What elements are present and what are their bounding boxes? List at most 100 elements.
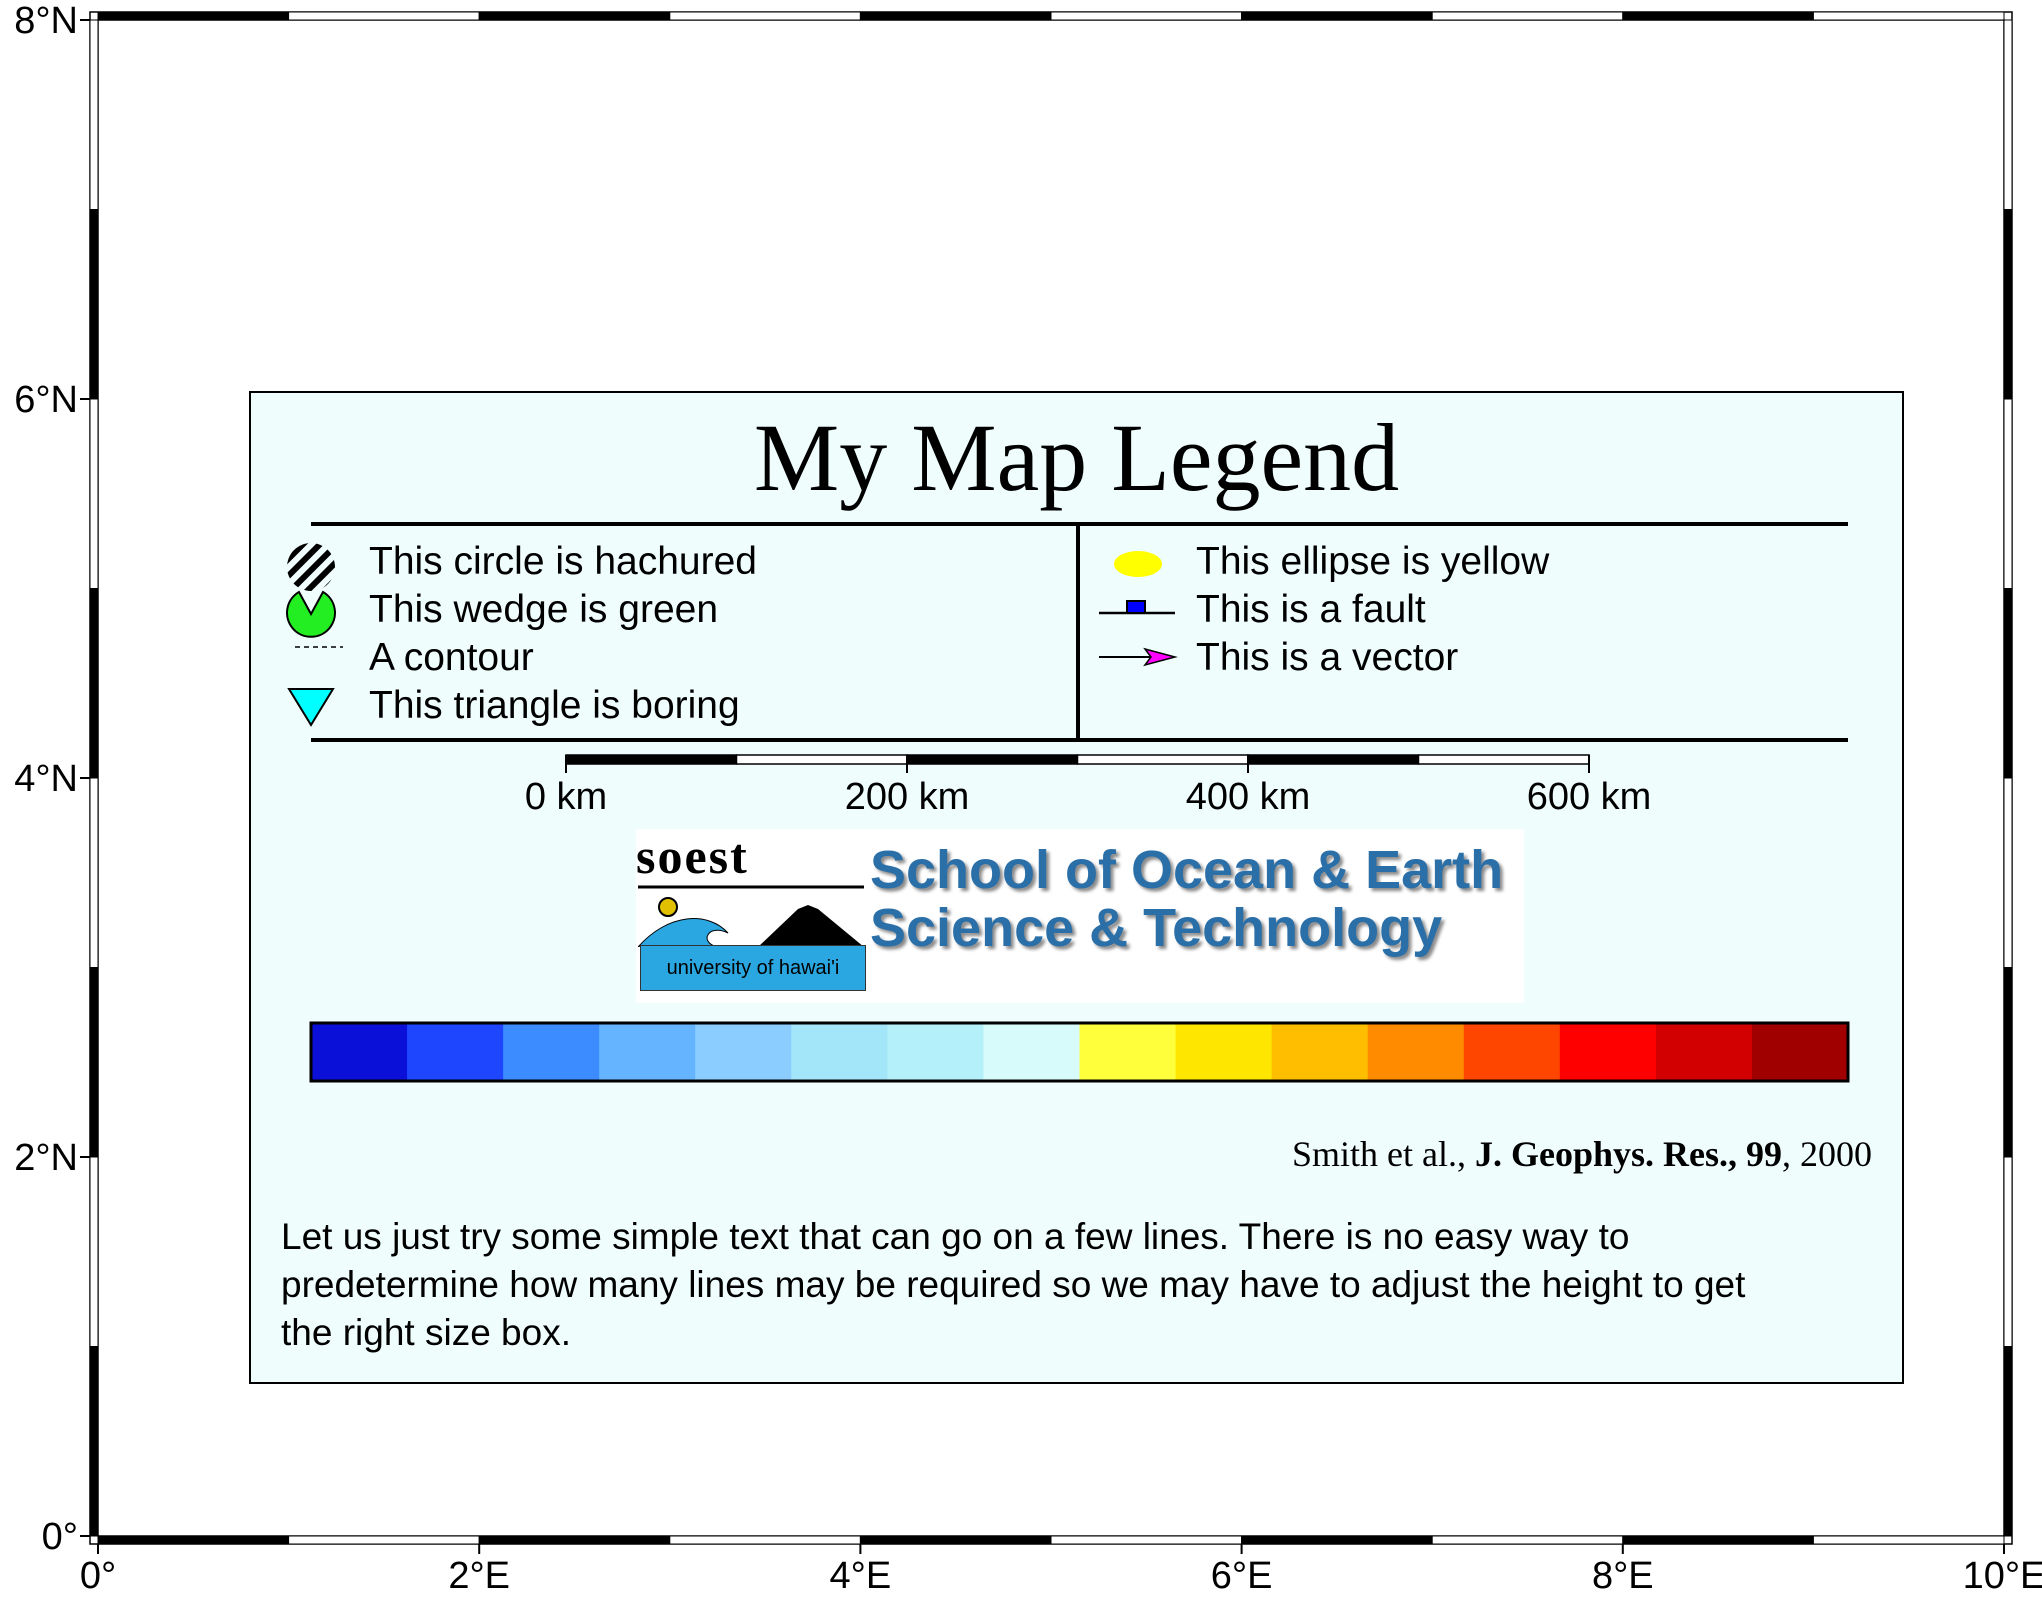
- color-bar-swatch: [1271, 1023, 1369, 1081]
- frame-segment-left: [89, 398, 99, 589]
- frame-segment-bottom: [288, 1535, 480, 1545]
- logo-line-1: School of Ocean & Earth: [870, 840, 1504, 900]
- color-bar-swatch: [1655, 1023, 1753, 1081]
- frame-segment-left: [89, 777, 99, 968]
- frame-segment-right: [2003, 777, 2013, 968]
- soest-logo: soest university of hawai'i School of Oc…: [636, 829, 1524, 1003]
- color-bar-swatch: [1463, 1023, 1561, 1081]
- color-bar-swatch: [1175, 1023, 1273, 1081]
- color-bar-swatch: [407, 1023, 504, 1081]
- citation-year: , 2000: [1782, 1134, 1872, 1174]
- frame-segment-bottom: [1812, 1535, 2005, 1545]
- scale-bar-segment: [1417, 754, 1590, 765]
- color-bar-swatch: [887, 1023, 984, 1081]
- frame-segment-bottom: [478, 1535, 671, 1545]
- legend-item-ellipse: This ellipse is yellow: [1196, 540, 1550, 583]
- legend-item-fault: This is a fault: [1196, 588, 1426, 631]
- frame-segment-top: [1050, 11, 1243, 21]
- frame-segment-bottom: [1431, 1535, 1624, 1545]
- legend-title: My Map Legend: [753, 404, 1400, 511]
- color-bar-swatch: [1751, 1023, 1849, 1081]
- frame-segment-top: [1241, 11, 1433, 21]
- frame-segment-left: [89, 1346, 99, 1537]
- lon-tick-label: 10°E: [1963, 1555, 2042, 1597]
- lat-tick-label: 6°N: [14, 379, 78, 421]
- logo-line-2: Science & Technology: [870, 898, 1443, 958]
- frame-segment-top: [1431, 11, 1624, 21]
- green-wedge-icon: [286, 590, 336, 638]
- frame-segment-top: [288, 11, 480, 21]
- frame-segment-top: [859, 11, 1052, 21]
- wave-volcano-icon: [638, 885, 864, 947]
- color-bar-swatch: [695, 1023, 792, 1081]
- frame-segment-right: [2003, 19, 2013, 210]
- lon-tick-label: 0°: [80, 1555, 116, 1597]
- color-bar-swatch: [311, 1023, 408, 1081]
- scale-bar-segment: [565, 754, 738, 765]
- frame-segment-top: [478, 11, 671, 21]
- yellow-ellipse-icon: [1114, 551, 1162, 577]
- lon-tick-label: 8°E: [1592, 1555, 1654, 1597]
- paragraph-line-1: Let us just try some simple text that ca…: [281, 1216, 1630, 1257]
- lon-tick-label: 4°E: [830, 1555, 892, 1597]
- frame-segment-right: [2003, 209, 2013, 400]
- legend-item-hachured-circle: This circle is hachured: [369, 540, 757, 583]
- citation: Smith et al., J. Geophys. Res., 99, 2000: [1292, 1133, 1872, 1175]
- scale-bar-segment: [1247, 754, 1420, 765]
- legend-paragraph: Let us just try some simple text that ca…: [281, 1213, 1881, 1357]
- soest-wordmark: soest: [636, 828, 749, 884]
- frame-segment-bottom: [1622, 1535, 1814, 1545]
- paragraph-line-3: the right size box.: [281, 1312, 571, 1353]
- lat-tick-label: 8°N: [14, 0, 78, 42]
- frame-segment-bottom: [1241, 1535, 1433, 1545]
- legend-item-green-wedge: This wedge is green: [369, 588, 719, 631]
- lat-tick-label: 4°N: [14, 758, 78, 800]
- frame-segment-right: [2003, 1346, 2013, 1537]
- legend-item-contour: A contour: [369, 636, 534, 679]
- scale-bar-segment: [906, 754, 1079, 765]
- legend-layout-lines: [309, 522, 1850, 1083]
- frame-segment-bottom: [1050, 1535, 1243, 1545]
- legend-item-vector: This is a vector: [1196, 636, 1459, 679]
- lon-tick-label: 2°E: [448, 1555, 510, 1597]
- scale-bar-segment: [1076, 754, 1249, 765]
- lon-tick-label: 6°E: [1211, 1555, 1273, 1597]
- scale-bar-segment: [735, 754, 908, 765]
- frame-segment-right: [2003, 967, 2013, 1158]
- scale-label-0: 0 km: [524, 776, 608, 818]
- scale-label-600: 600 km: [1526, 776, 1652, 818]
- frame-segment-top: [1812, 11, 2005, 21]
- frame-segment-bottom: [97, 1535, 290, 1545]
- frame-segment-left: [89, 209, 99, 400]
- cyan-triangle-icon: [287, 688, 335, 727]
- color-bar-border: [309, 1021, 1850, 1083]
- vector-arrow-icon: [1099, 647, 1178, 667]
- frame-segment-right: [2003, 398, 2013, 589]
- frame-segment-left: [89, 967, 99, 1158]
- frame-segment-bottom: [859, 1535, 1052, 1545]
- scale-label-400: 400 km: [1185, 776, 1311, 818]
- frame-segment-right: [2003, 1156, 2013, 1347]
- frame-segment-top: [97, 11, 290, 21]
- color-bar-swatch: [599, 1023, 696, 1081]
- legend-item-triangle: This triangle is boring: [369, 684, 740, 727]
- dashed-contour-icon: [295, 646, 343, 648]
- university-badge: university of hawai'i: [640, 945, 866, 991]
- fault-line-icon: [1099, 600, 1175, 615]
- color-bar: [309, 1021, 1850, 1083]
- paragraph-line-2: predetermine how many lines may be requi…: [281, 1264, 1746, 1305]
- color-bar-swatch: [1559, 1023, 1657, 1081]
- color-bar-swatch: [791, 1023, 888, 1081]
- frame-segment-left: [89, 19, 99, 210]
- color-bar-swatch: [1367, 1023, 1465, 1081]
- frame-segment-top: [669, 11, 861, 21]
- frame-segment-bottom: [669, 1535, 861, 1545]
- frame-segment-right: [2003, 588, 2013, 779]
- color-bar-swatch: [983, 1023, 1080, 1081]
- frame-segment-left: [89, 1156, 99, 1347]
- lat-tick-label: 2°N: [14, 1137, 78, 1179]
- scale-label-200: 200 km: [844, 776, 970, 818]
- color-bar-swatch: [1079, 1023, 1177, 1081]
- legend-panel: My Map Legend This circle is hachured Th…: [249, 391, 1904, 1384]
- citation-journal: J. Geophys. Res., 99: [1474, 1134, 1782, 1174]
